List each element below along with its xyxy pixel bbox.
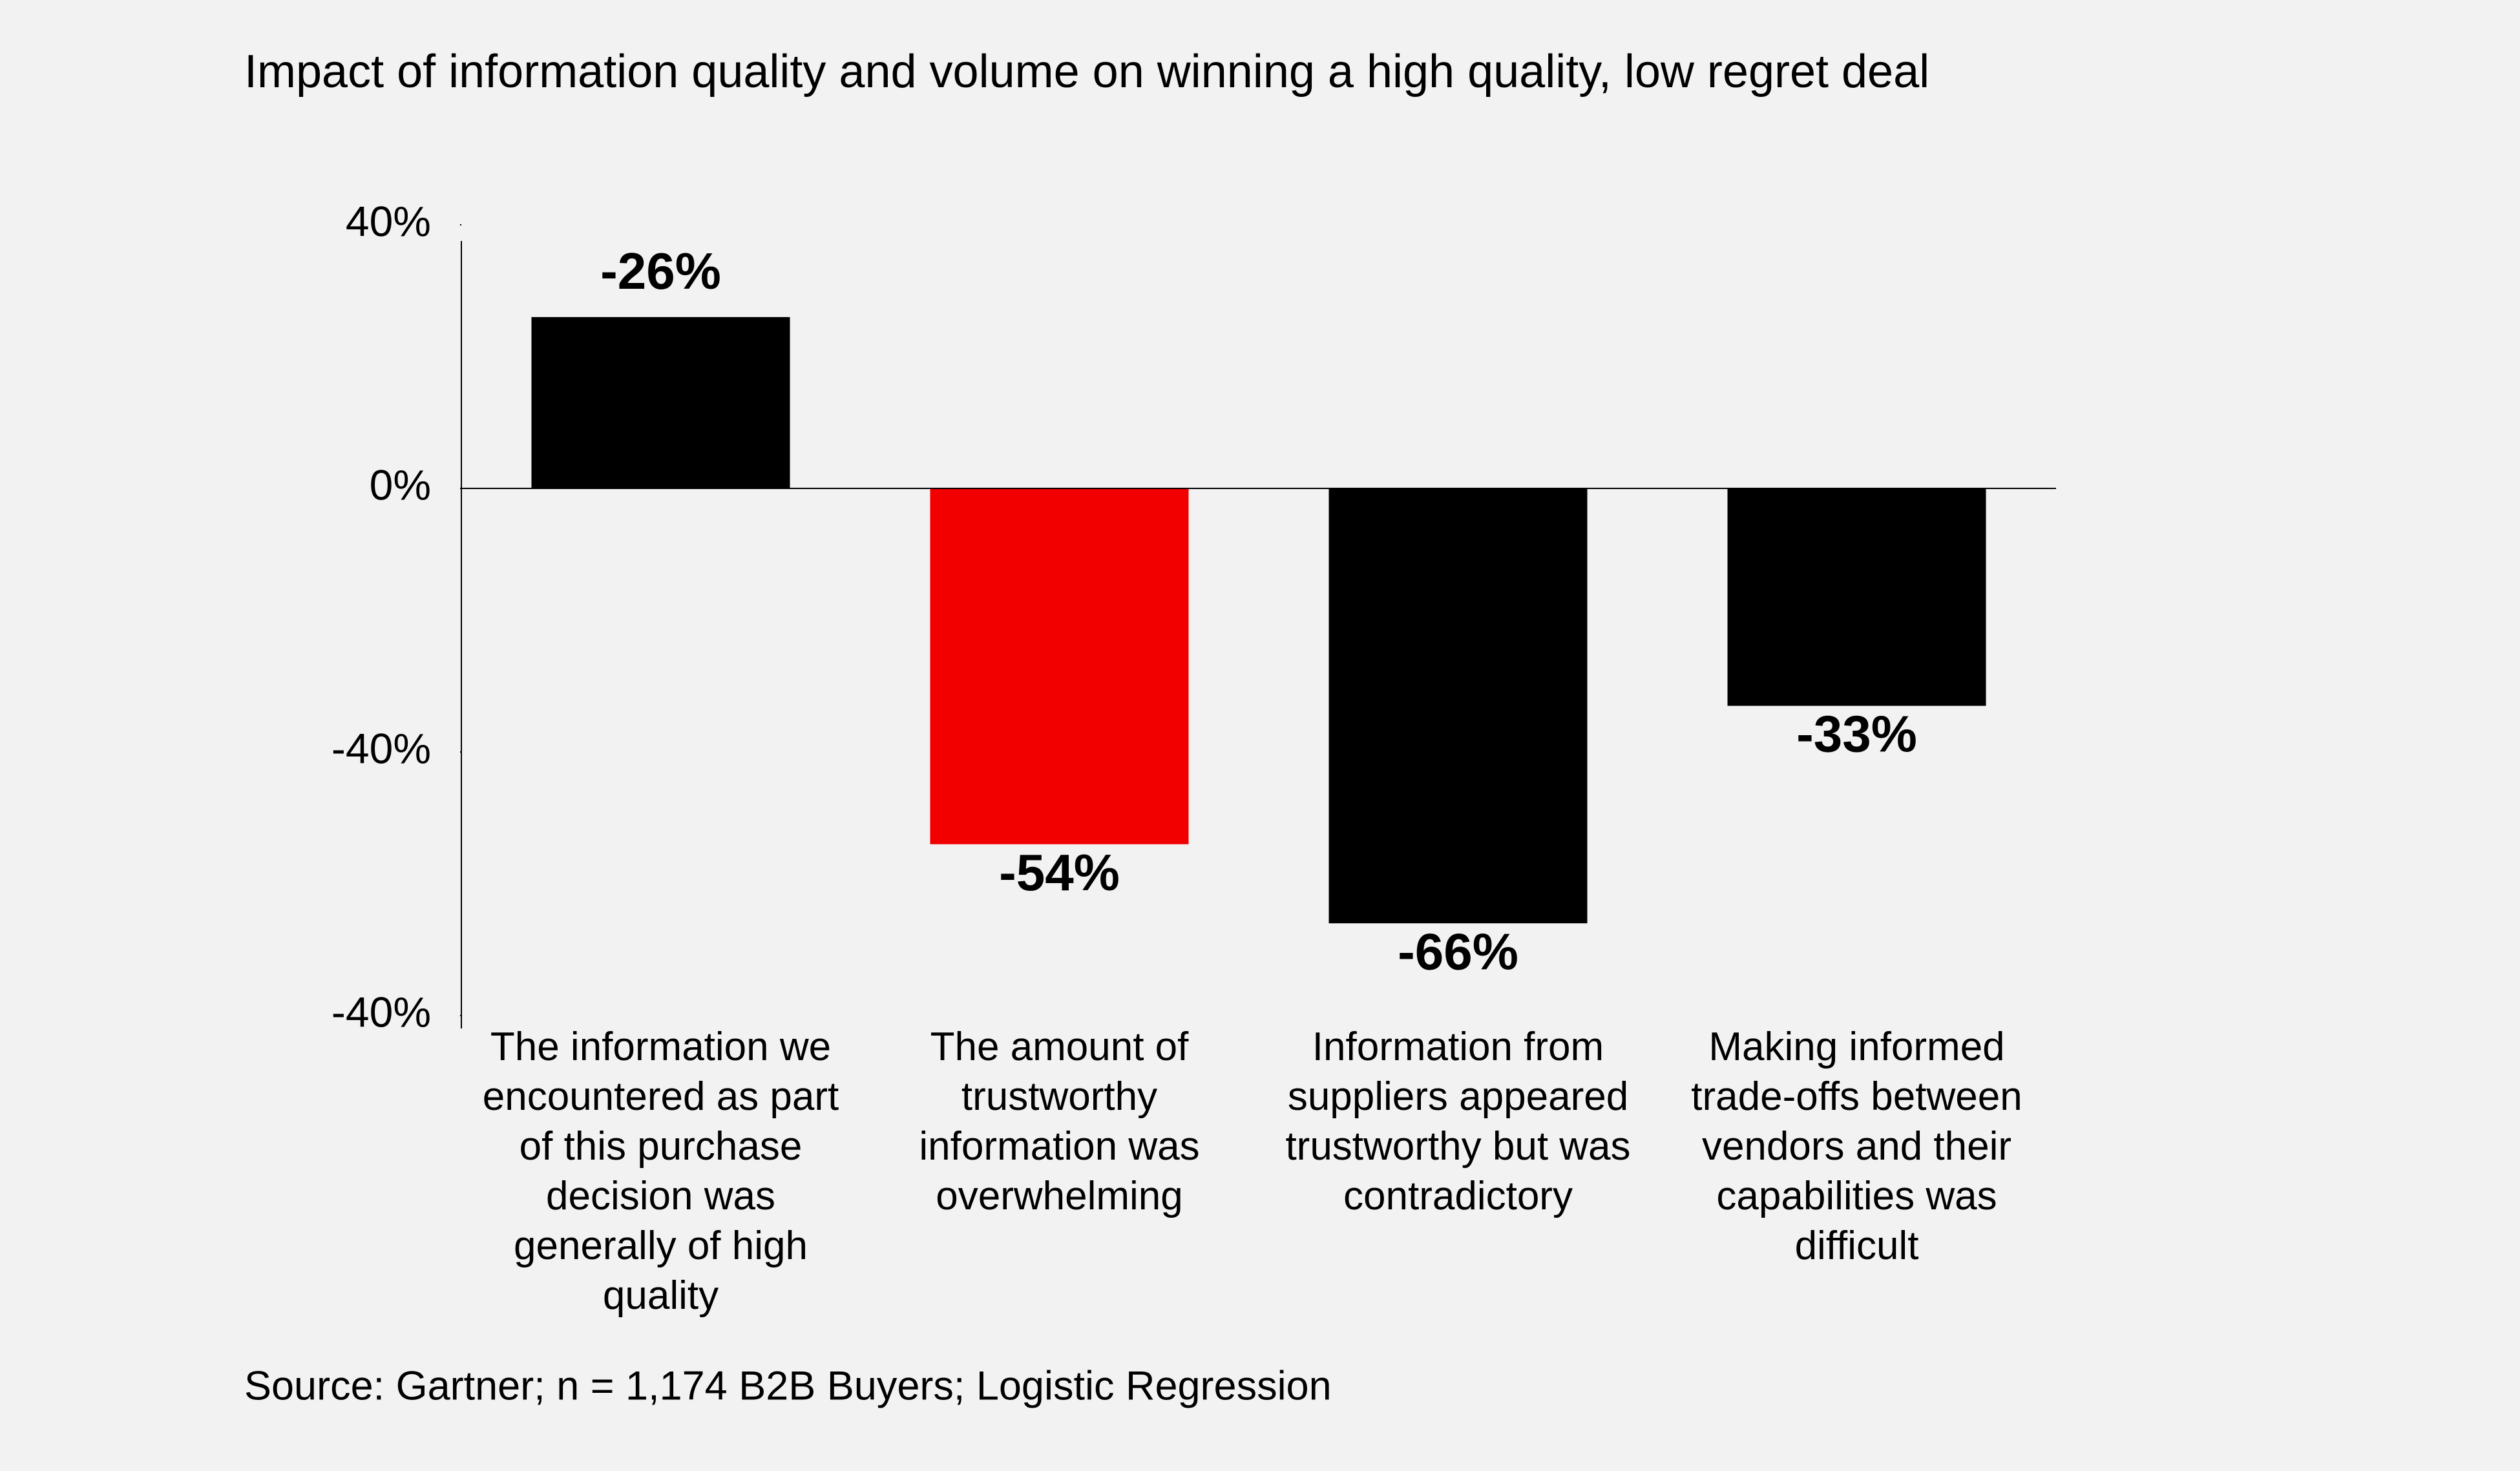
y-tick-label: -40% — [331, 724, 431, 772]
value-label: -66% — [1398, 923, 1518, 980]
chart-title: Impact of information quality and volume… — [244, 46, 1929, 98]
bar — [531, 317, 790, 488]
x-tick-label: The amount of trustworthy information wa… — [919, 1025, 1200, 1218]
value-label: -33% — [1796, 705, 1917, 763]
bar — [1328, 488, 1588, 924]
bar — [930, 488, 1189, 844]
source-note: Source: Gartner; n = 1,174 B2B Buyers; L… — [244, 1364, 1332, 1409]
bar — [1727, 488, 1986, 706]
x-tick-label: Information from suppliers appeared trus… — [1285, 1025, 1631, 1218]
x-tick-label: The information we encountered as part o… — [482, 1025, 839, 1318]
y-tick-label: -40% — [331, 988, 431, 1036]
value-label: -54% — [999, 844, 1120, 901]
y-tick-label: 0% — [370, 461, 431, 508]
y-tick-label: 40% — [346, 197, 431, 245]
x-tick-label: Making informed trade-offs between vendo… — [1691, 1025, 2022, 1268]
value-label: -26% — [600, 242, 721, 300]
